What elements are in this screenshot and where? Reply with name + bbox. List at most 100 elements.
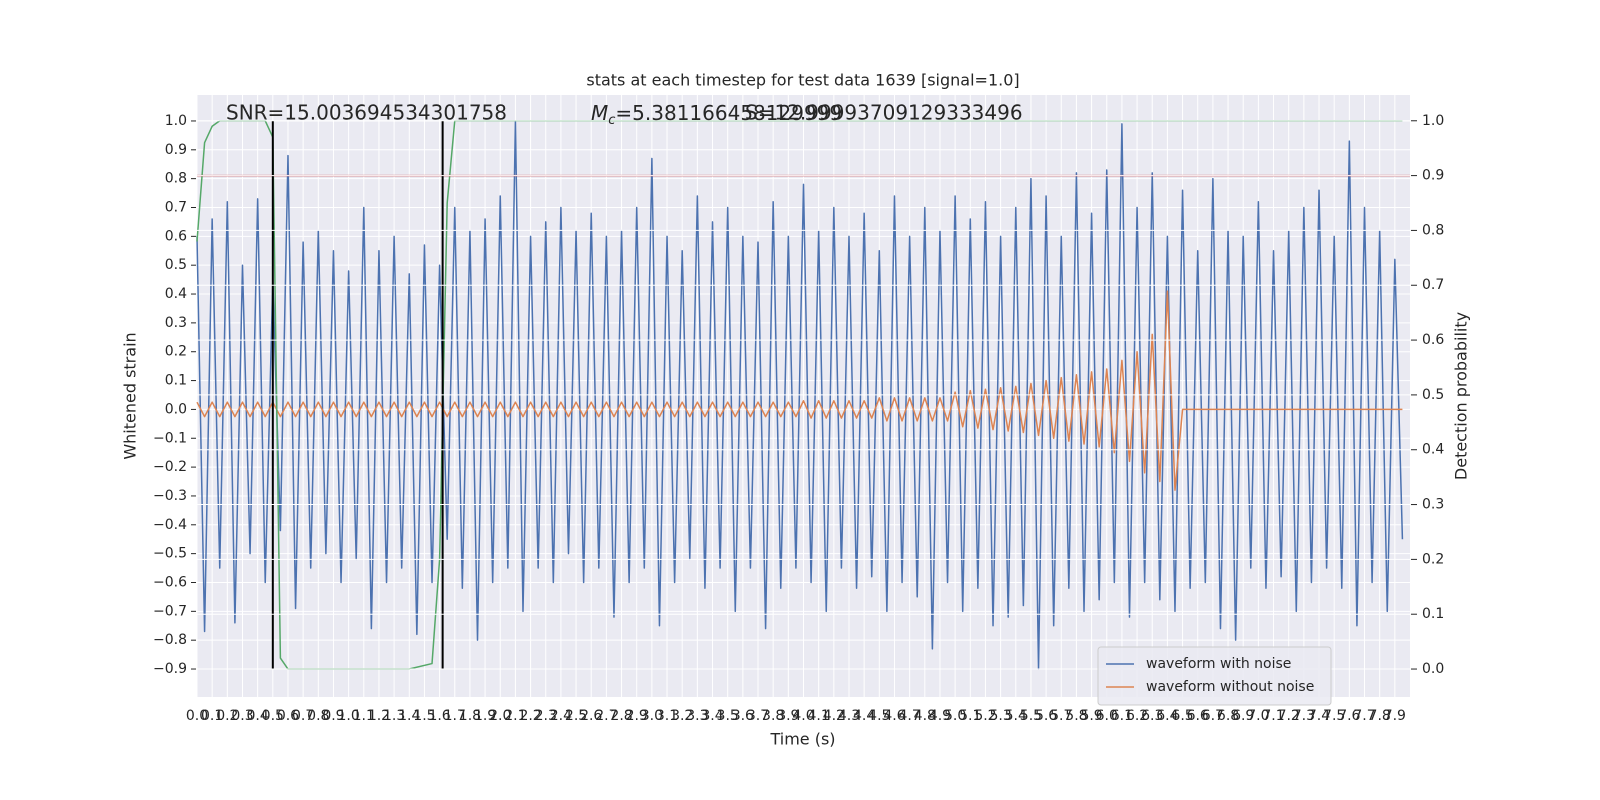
x-tick-label: 6.7 xyxy=(1202,708,1224,724)
x-tick-label: 0.6 xyxy=(277,708,299,724)
y-tick-label: 0.5 xyxy=(165,257,187,273)
y-tick-label: 0.8 xyxy=(165,171,187,187)
x-tick-label: 2.8 xyxy=(610,708,632,724)
y-tick-label: 0.6 xyxy=(165,228,187,244)
y2-tick-label: 0.2 xyxy=(1422,551,1444,567)
x-tick-label: 0.8 xyxy=(307,708,329,724)
y2-tick-label: 0.9 xyxy=(1422,168,1444,184)
x-tick-label: 2.2 xyxy=(519,708,541,724)
x-axis-label: Time (s) xyxy=(769,730,835,749)
x-tick-label: 5.8 xyxy=(1065,708,1087,724)
x-tick-label: 4.6 xyxy=(883,708,905,724)
y-tick-label: 0.2 xyxy=(165,344,187,360)
legend: waveform with noise waveform without nois… xyxy=(1097,646,1332,706)
x-tick-label: 1.7 xyxy=(444,708,466,724)
x-tick-label: 3.9 xyxy=(777,708,799,724)
x-tick-label: 6.2 xyxy=(1126,708,1148,724)
legend-label: waveform without noise xyxy=(1146,679,1314,695)
x-tick-label: 6.4 xyxy=(1156,708,1178,724)
x-tick-label: 7.3 xyxy=(1293,708,1315,724)
y-tick-label: −0.3 xyxy=(153,488,187,504)
y-tick-label: 0.0 xyxy=(165,401,187,417)
annotation-symbol: M xyxy=(591,101,608,125)
x-tick-label: 6.3 xyxy=(1141,708,1163,724)
x-tick-label: 5.0 xyxy=(944,708,966,724)
x-tick-label: 6.8 xyxy=(1217,708,1239,724)
x-tick-label: 0.3 xyxy=(231,708,253,724)
y2-tick-label: 0.3 xyxy=(1422,497,1444,513)
x-tick-label: 0.2 xyxy=(216,708,238,724)
y2-tick-label: 0.8 xyxy=(1422,222,1444,238)
x-tick-label: 7.0 xyxy=(1247,708,1269,724)
x-tick-label: 0.1 xyxy=(201,708,223,724)
y-axis-label: Whitened strain xyxy=(121,332,140,459)
x-tick-label: 7.2 xyxy=(1278,708,1300,724)
x-tick-label: 7.6 xyxy=(1338,708,1360,724)
x-tick-label: 5.1 xyxy=(959,708,981,724)
legend-label: waveform with noise xyxy=(1146,656,1291,672)
y2-axis-label: Detection probability xyxy=(1452,312,1471,480)
y2-tick-label: 0.7 xyxy=(1422,277,1444,293)
x-tick-label: 5.4 xyxy=(1005,708,1027,724)
x-tick-label: 1.3 xyxy=(383,708,405,724)
y-tick-label: −0.1 xyxy=(153,430,187,446)
x-tick-label: 6.5 xyxy=(1171,708,1193,724)
axes: 0.00.10.20.30.40.50.60.70.80.91.01.11.21… xyxy=(153,113,1444,724)
x-tick-label: 5.9 xyxy=(1080,708,1102,724)
x-tick-label: 1.1 xyxy=(353,708,375,724)
x-tick-label: 2.5 xyxy=(565,708,587,724)
y-tick-label: −0.9 xyxy=(153,661,187,677)
x-tick-label: 3.5 xyxy=(717,708,739,724)
x-tick-label: 4.8 xyxy=(914,708,936,724)
x-tick-label: 6.0 xyxy=(1096,708,1118,724)
x-tick-label: 3.7 xyxy=(747,708,769,724)
x-tick-label: 0.5 xyxy=(262,708,284,724)
x-tick-label: 7.1 xyxy=(1262,708,1284,724)
x-tick-label: 2.7 xyxy=(595,708,617,724)
legend-box xyxy=(1097,646,1332,706)
x-tick-label: 2.3 xyxy=(535,708,557,724)
y-tick-label: −0.8 xyxy=(153,632,187,648)
x-tick-label: 3.1 xyxy=(656,708,678,724)
x-tick-label: 6.1 xyxy=(1111,708,1133,724)
x-tick-label: 2.0 xyxy=(489,708,511,724)
x-tick-label: 3.6 xyxy=(732,708,754,724)
x-tick-label: 0.0 xyxy=(186,708,208,724)
x-tick-label: 6.6 xyxy=(1187,708,1209,724)
y2-tick-label: 0.1 xyxy=(1422,606,1444,622)
x-tick-label: 3.0 xyxy=(641,708,663,724)
annotation: S=12.99993709129333496 xyxy=(745,101,1023,125)
y-tick-label: −0.5 xyxy=(153,546,187,562)
x-tick-label: 1.8 xyxy=(459,708,481,724)
series-line xyxy=(196,120,1404,670)
x-tick-label: 5.6 xyxy=(1035,708,1057,724)
x-tick-label: 0.4 xyxy=(247,708,269,724)
y-tick-label: −0.4 xyxy=(153,517,187,533)
y-tick-label: 0.1 xyxy=(165,373,187,389)
x-tick-label: 7.5 xyxy=(1323,708,1345,724)
x-tick-label: 3.4 xyxy=(701,708,723,724)
annotation-text: =5.381166458129999 xyxy=(615,101,842,125)
x-tick-label: 4.5 xyxy=(868,708,890,724)
series-line xyxy=(196,290,1403,491)
x-tick-label: 5.2 xyxy=(974,708,996,724)
x-tick-label: 2.4 xyxy=(550,708,572,724)
x-tick-label: 2.1 xyxy=(504,708,526,724)
annotation-subscript: c xyxy=(608,113,615,128)
y2-tick-label: 0.0 xyxy=(1422,661,1444,677)
x-tick-label: 3.2 xyxy=(671,708,693,724)
y2-tick-label: 0.5 xyxy=(1422,387,1444,403)
x-tick-label: 7.9 xyxy=(1384,708,1406,724)
annotation: SNR=15.003694534301758 xyxy=(226,101,507,125)
x-tick-label: 0.7 xyxy=(292,708,314,724)
x-tick-label: 1.4 xyxy=(398,708,420,724)
x-tick-label: 1.5 xyxy=(413,708,435,724)
x-tick-label: 0.9 xyxy=(322,708,344,724)
y-tick-label: −0.6 xyxy=(153,574,187,590)
y-tick-label: 0.9 xyxy=(165,142,187,158)
x-tick-label: 4.2 xyxy=(823,708,845,724)
x-tick-label: 2.6 xyxy=(580,708,602,724)
y2-tick-label: 1.0 xyxy=(1422,113,1444,129)
x-tick-label: 7.7 xyxy=(1353,708,1375,724)
x-tick-label: 5.3 xyxy=(989,708,1011,724)
